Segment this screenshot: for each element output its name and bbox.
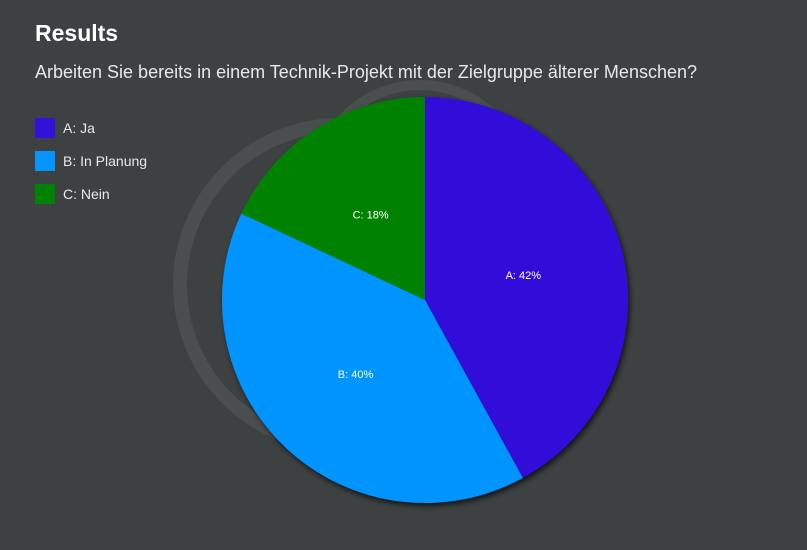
pie-slice-a[interactable] — [425, 97, 629, 478]
question-text: Arbeiten Sie bereits in einem Technik-Pr… — [35, 62, 697, 82]
pie-slice-c[interactable] — [241, 97, 425, 300]
pie-data-label-c: C: 18% — [353, 209, 389, 221]
legend-swatch-a — [35, 118, 55, 138]
legend-swatch-b — [35, 151, 55, 171]
legend-label-b: B: In Planung — [63, 153, 148, 169]
legend-label-c: C: Nein — [63, 186, 110, 202]
legend-item-c[interactable]: C: Nein — [35, 184, 147, 204]
legend-item-b[interactable]: B: In Planung — [35, 151, 147, 171]
pie-data-label-a: A: 42% — [506, 270, 542, 282]
results-title: Results — [35, 20, 119, 46]
legend-swatch-c — [35, 184, 55, 204]
legend-label-a: A: Ja — [63, 120, 95, 136]
pie-data-label-b: B: 40% — [338, 369, 374, 381]
pie-slice-b[interactable] — [221, 213, 523, 503]
chart-legend: A: Ja B: In Planung C: Nein — [35, 118, 147, 217]
legend-item-a[interactable]: A: Ja — [35, 118, 147, 138]
